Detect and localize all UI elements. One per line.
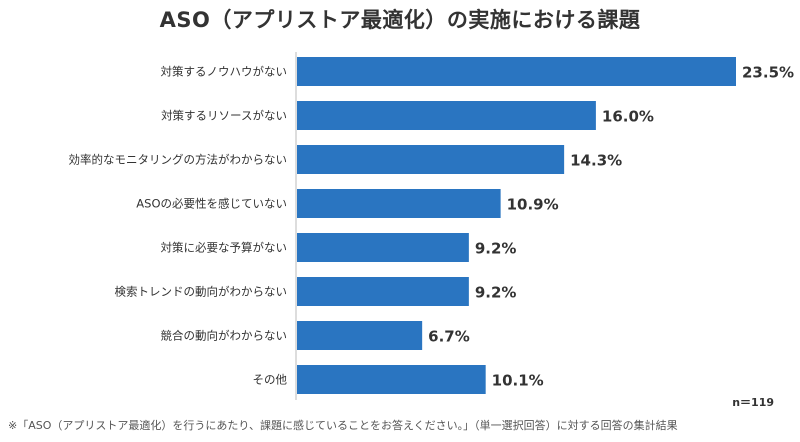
bar [297, 277, 469, 306]
bar [297, 321, 423, 350]
data-label: 6.7% [428, 328, 470, 346]
bar [297, 57, 736, 86]
data-label: 10.9% [507, 196, 559, 214]
bar [297, 101, 596, 130]
chart-title: ASO（アプリストア最適化）の実施における課題 [159, 8, 641, 32]
bar [297, 233, 469, 262]
bars-group: 対策するノウハウがない 23.5% 対策するリソースがない 16.0% 効率的なモニタリ… [69, 57, 794, 394]
footnote: ※「ASO（アプリストア最適化）を行うにあたり、課題に感じていることをお答えくだ… [8, 419, 678, 432]
bar [297, 145, 565, 174]
category-label: 対策に必要な予算がない [161, 241, 288, 255]
category-label: 競合の動向がわからない [161, 329, 288, 343]
data-label: 9.2% [475, 240, 517, 258]
category-label: その他 [253, 373, 288, 387]
bar [297, 189, 501, 218]
category-label: 検索トレンドの動向がわからない [115, 285, 288, 299]
data-label: 16.0% [602, 108, 654, 126]
category-label: 対策するノウハウがない [161, 65, 288, 79]
data-label: 10.1% [492, 372, 544, 390]
bar [297, 365, 486, 394]
sample-size-label: n＝119 [732, 396, 774, 409]
data-label: 14.3% [570, 152, 622, 170]
category-label: 効率的なモニタリングの方法がわからない [69, 153, 288, 167]
category-label: ASOの必要性を感じていない [136, 197, 287, 211]
data-label: 23.5% [742, 64, 794, 82]
category-label: 対策するリソースがない [161, 109, 287, 123]
data-label: 9.2% [475, 284, 517, 302]
